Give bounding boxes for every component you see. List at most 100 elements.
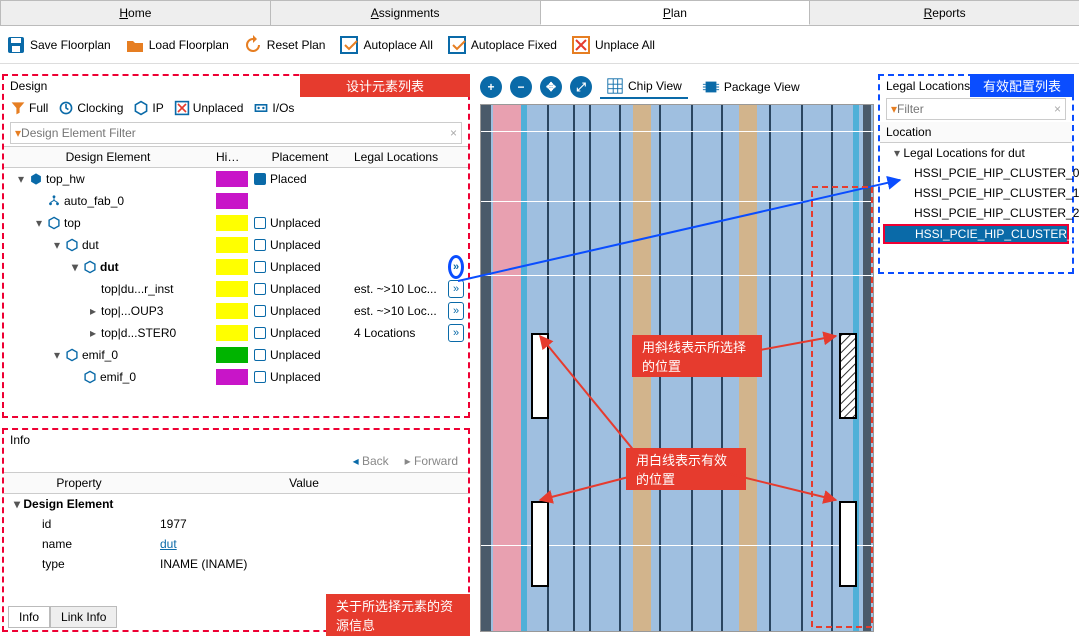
tab-plan[interactable]: Plan — [540, 0, 811, 25]
highlight-swatch[interactable] — [216, 193, 248, 209]
highlight-swatch[interactable] — [216, 215, 248, 231]
placed-icon — [254, 239, 266, 251]
highlight-swatch[interactable] — [216, 325, 248, 341]
design-tab-ip[interactable]: IP — [133, 100, 163, 116]
placed-icon — [254, 327, 266, 339]
legal-location-item[interactable]: HSSI_PCIE_HIP_CLUSTER_2 — [880, 203, 1072, 223]
autoplace-all-button[interactable]: Autoplace All — [339, 35, 432, 55]
clear-icon[interactable]: × — [1054, 102, 1061, 116]
info-tab-link-info[interactable]: Link Info — [50, 606, 117, 628]
grid-line — [481, 131, 873, 132]
legal-location-item[interactable]: HSSI_PCIE_HIP_CLUSTER_1 — [880, 183, 1072, 203]
design-row[interactable]: ▾top_hwPlaced — [4, 168, 468, 190]
callout-legal-list: 有效配置列表 — [970, 74, 1074, 97]
expand-icon[interactable]: ▸ — [88, 326, 98, 340]
col-design-element[interactable]: Design Element — [4, 147, 212, 167]
chip-column — [493, 105, 521, 631]
goto-locations-button[interactable]: » — [448, 280, 464, 298]
element-name: top — [64, 216, 81, 230]
chip-column — [573, 105, 575, 631]
expand-icon[interactable]: ▾ — [16, 172, 26, 186]
design-row[interactable]: emif_0Unplaced — [4, 366, 468, 388]
view-package-view[interactable]: Package View — [696, 76, 806, 98]
legal-location-box[interactable] — [531, 333, 549, 419]
zoom-out-button[interactable]: − — [510, 76, 532, 98]
highlight-swatch[interactable] — [216, 369, 248, 385]
forward-button[interactable]: ▸ Forward — [405, 454, 458, 468]
legal-location-item[interactable]: HSSI_PCIE_HIP_CLUSTER_3 — [883, 224, 1069, 244]
back-button[interactable]: ◂ Back — [353, 454, 389, 468]
placement-text: Unplaced — [270, 348, 321, 362]
info-tab-info[interactable]: Info — [8, 606, 50, 628]
expand-icon[interactable]: ▾ — [70, 260, 80, 274]
col-location[interactable]: Location — [880, 122, 1072, 143]
goto-locations-button[interactable]: » — [448, 324, 464, 342]
expand-icon[interactable]: ▸ — [88, 304, 98, 318]
highlight-swatch[interactable] — [216, 347, 248, 363]
info-row: id1977 — [4, 514, 468, 534]
design-row[interactable]: ▾ dut Unplaced » — [4, 256, 468, 278]
prop-value[interactable]: dut — [154, 534, 454, 554]
expand-icon[interactable]: ▾ — [52, 238, 62, 252]
element-name: dut — [100, 260, 119, 274]
element-name: top_hw — [46, 172, 85, 186]
tab-home[interactable]: Home — [0, 0, 271, 25]
reset-plan-button[interactable]: Reset Plan — [243, 35, 326, 55]
expand-icon[interactable]: ▾ — [52, 348, 62, 362]
col-legal-loc[interactable]: Legal Locations — [350, 147, 444, 167]
col-value[interactable]: Value — [154, 473, 454, 493]
tab-assignments[interactable]: Assignments — [270, 0, 541, 25]
tab-reports[interactable]: Reports — [809, 0, 1079, 25]
col-property[interactable]: Property — [4, 473, 154, 493]
legal-root[interactable]: ▾ Legal Locations for dut — [880, 143, 1072, 163]
fit-button[interactable]: ⤢ — [570, 76, 592, 98]
col-highlight[interactable]: Highlight — [212, 147, 250, 167]
legal-location-item[interactable]: HSSI_PCIE_HIP_CLUSTER_0 — [880, 163, 1072, 183]
selected-location-box[interactable] — [839, 333, 857, 419]
legal-location-box[interactable] — [839, 501, 857, 587]
design-tab-clocking[interactable]: Clocking — [58, 100, 123, 116]
design-row[interactable]: ▾topUnplaced — [4, 212, 468, 234]
design-tab-ios[interactable]: I/Os — [253, 100, 294, 116]
unplace-all-button[interactable]: Unplace All — [571, 35, 655, 55]
design-row[interactable]: auto_fab_0 — [4, 190, 468, 212]
zoom-in-button[interactable]: + — [480, 76, 502, 98]
placement-text: Unplaced — [270, 238, 321, 252]
chip-column — [801, 105, 803, 631]
callout-hatched: 用斜线表示所选择的位置 — [632, 335, 762, 377]
clear-icon[interactable]: × — [450, 126, 457, 140]
design-row[interactable]: ▸top|...OUP3Unplacedest. ~>10 Loc...» — [4, 300, 468, 322]
expand-icon[interactable]: ▾ — [14, 497, 20, 511]
move-button[interactable]: ✥ — [540, 76, 562, 98]
highlight-swatch[interactable] — [216, 259, 248, 275]
goto-locations-button[interactable]: » — [448, 255, 464, 279]
design-row[interactable]: ▾ dut Unplaced — [4, 234, 468, 256]
autoplace-fixed-button[interactable]: Autoplace Fixed — [447, 35, 557, 55]
element-name: dut — [82, 238, 99, 252]
save-floorplan-button[interactable]: Save Floorplan — [6, 35, 111, 55]
view-chip-view[interactable]: Chip View — [600, 75, 688, 99]
element-name: top|d...STER0 — [101, 326, 176, 340]
placement-text: Unplaced — [270, 260, 321, 274]
design-filter-input[interactable] — [21, 126, 450, 140]
design-row[interactable]: top|du...r_instUnplacedest. ~>10 Loc...» — [4, 278, 468, 300]
highlight-swatch[interactable] — [216, 237, 248, 253]
legal-location-box[interactable] — [531, 501, 549, 587]
design-row[interactable]: ▸top|d...STER0Unplaced4 Locations» — [4, 322, 468, 344]
design-tab-full[interactable]: Full — [10, 100, 48, 116]
col-placement[interactable]: Placement — [250, 147, 350, 167]
legal-filter-input[interactable] — [897, 102, 1054, 116]
highlight-swatch[interactable] — [216, 281, 248, 297]
element-name: top|...OUP3 — [101, 304, 163, 318]
legal-loc-text: est. ~>10 Loc... — [350, 279, 444, 299]
callout-white: 用白线表示有效的位置 — [626, 448, 746, 490]
chip-column — [619, 105, 621, 631]
load-floorplan-button[interactable]: Load Floorplan — [125, 35, 229, 55]
design-row[interactable]: ▾emif_0Unplaced — [4, 344, 468, 366]
expand-icon[interactable]: ▾ — [34, 216, 44, 230]
design-tab-unplaced[interactable]: Unplaced — [174, 100, 244, 116]
chip-column — [589, 105, 591, 631]
highlight-swatch[interactable] — [216, 303, 248, 319]
highlight-swatch[interactable] — [216, 171, 248, 187]
goto-locations-button[interactable]: » — [448, 302, 464, 320]
